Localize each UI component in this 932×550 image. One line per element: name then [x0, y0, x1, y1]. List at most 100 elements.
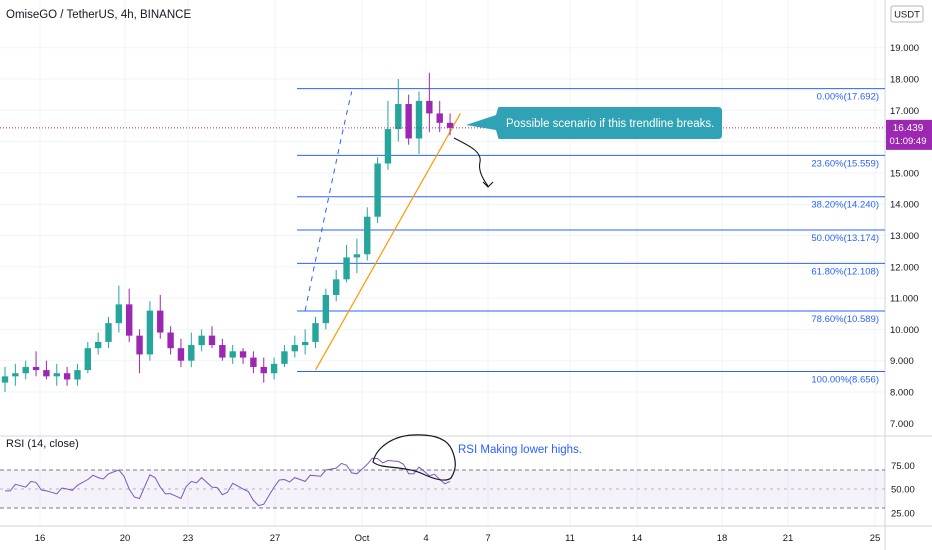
candle-body: [12, 373, 19, 377]
candle-body: [229, 351, 236, 358]
candle-body: [22, 366, 29, 374]
last-price-label: 16.439 01:09:49: [886, 119, 932, 150]
rsi-tick: 25.00: [891, 508, 915, 519]
main-pane[interactable]: [0, 0, 885, 435]
candle-body: [353, 254, 361, 258]
fib-level-label: 78.60%(10.589): [811, 314, 879, 325]
fib-level-label: 0.00%(17.692): [817, 92, 879, 103]
candle-body: [105, 323, 112, 342]
fib-level-label: 100.00%(8.656): [811, 374, 879, 385]
time-tick: 14: [632, 533, 643, 544]
price-tick: 10.000: [890, 325, 919, 336]
candle-body: [281, 351, 288, 364]
rsi-tick: 50.00: [891, 485, 915, 496]
callout-bubble: [466, 107, 722, 139]
price-tick: 12.000: [890, 262, 919, 273]
symbol-title[interactable]: OmiseGO / TetherUS, 4h, BINANCE: [6, 9, 191, 21]
candle-body: [415, 100, 423, 139]
last-price-value: 16.439: [893, 123, 924, 134]
candle-body: [177, 348, 185, 361]
rsi-tick: 75.00: [891, 461, 915, 472]
candle-body: [84, 348, 91, 371]
candle-body: [63, 373, 71, 380]
fib-level-label: 38.20%(14.240): [811, 200, 879, 211]
scenario-arrow[interactable]: [453, 137, 494, 188]
candle-body: [239, 351, 247, 358]
candle-body: [270, 363, 278, 374]
currency-badge[interactable]: USDT: [890, 5, 924, 23]
callout-text: Possible scenario if this trendline brea…: [506, 118, 714, 130]
price-tick: 7.000: [890, 419, 914, 430]
price-tick: 15.000: [890, 168, 919, 179]
time-tick: 18: [717, 533, 728, 544]
candle-body: [260, 366, 267, 374]
scenario-callout[interactable]: Possible scenario if this trendline brea…: [466, 107, 722, 139]
rsi-circle-drawing[interactable]: [372, 434, 456, 481]
candle-body: [322, 294, 330, 324]
rsi-axis[interactable]: 75.00 50.00 25.00: [891, 461, 915, 520]
candle-body: [208, 335, 216, 346]
rsi-label: RSI (14, close): [6, 438, 79, 450]
candle-body: [94, 341, 102, 349]
time-tick: Oct: [355, 533, 370, 544]
candle-body: [219, 345, 226, 358]
currency-badge-box: [890, 5, 924, 23]
time-tick: 23: [183, 533, 194, 544]
candle-body: [32, 366, 40, 371]
candle-body: [43, 370, 50, 377]
candle-body: [167, 332, 174, 349]
candle-body: [198, 335, 205, 346]
price-tick: 8.000: [890, 388, 914, 399]
rsi-annotation: RSI Making lower highs.: [458, 444, 582, 456]
candle-body: [53, 373, 60, 377]
candle-body: [333, 279, 340, 295]
price-axis[interactable]: 219.00018.00017.00016.00015.00014.00013.…: [890, 10, 919, 430]
last-price-box: [886, 119, 932, 150]
time-tick: 7: [485, 533, 490, 544]
time-tick: 16: [35, 533, 46, 544]
time-tick: 25: [870, 533, 881, 544]
candle-body: [291, 345, 298, 352]
candle-body: [374, 163, 381, 217]
candle-body: [364, 216, 371, 255]
currency-label: USDT: [894, 10, 920, 21]
time-tick: 4: [423, 533, 428, 544]
candle-body: [446, 122, 454, 128]
fib-retracement[interactable]: 0.00%(17.692) 23.60%(15.559) 38.20%(14.240…: [297, 88, 885, 386]
candle-body: [157, 310, 164, 333]
candle-body: [188, 345, 195, 361]
time-tick: 20: [120, 533, 131, 544]
candle-body: [426, 100, 433, 114]
price-tick: 19.000: [890, 43, 919, 54]
price-tick: 14.000: [890, 200, 919, 211]
candle-body: [436, 113, 443, 123]
fib-level-label: 50.00%(13.174): [811, 233, 879, 244]
candle-body: [74, 370, 81, 380]
price-tick: 17.000: [890, 106, 919, 117]
candle-body: [136, 335, 143, 355]
candles: [1, 72, 454, 392]
candle-body: [405, 104, 412, 139]
trendline[interactable]: [314, 113, 461, 371]
price-tick: 13.000: [890, 231, 919, 242]
candle-body: [312, 323, 319, 342]
time-axis[interactable]: 16 20 23 27 Oct 4 7 11 14 18 21 25: [35, 533, 881, 544]
candle-body: [395, 104, 402, 130]
time-tick: 11: [565, 533, 575, 544]
price-tick: 18.000: [890, 75, 919, 86]
candle-body: [115, 304, 123, 324]
candle-body: [301, 341, 309, 346]
fib-level-label: 61.80%(12.108): [811, 266, 879, 277]
time-tick: 27: [270, 533, 281, 544]
price-tick: 11.000: [890, 294, 918, 305]
rsi-line: [5, 457, 451, 507]
projection-dashed-line[interactable]: [304, 91, 353, 311]
candle-body: [250, 357, 257, 367]
candle-body: [146, 310, 154, 355]
candle-body: [343, 257, 350, 280]
fib-level-label: 23.60%(15.559): [811, 158, 879, 169]
candle-body: [126, 304, 133, 336]
time-tick: 21: [783, 533, 794, 544]
candle-body: [1, 376, 9, 383]
